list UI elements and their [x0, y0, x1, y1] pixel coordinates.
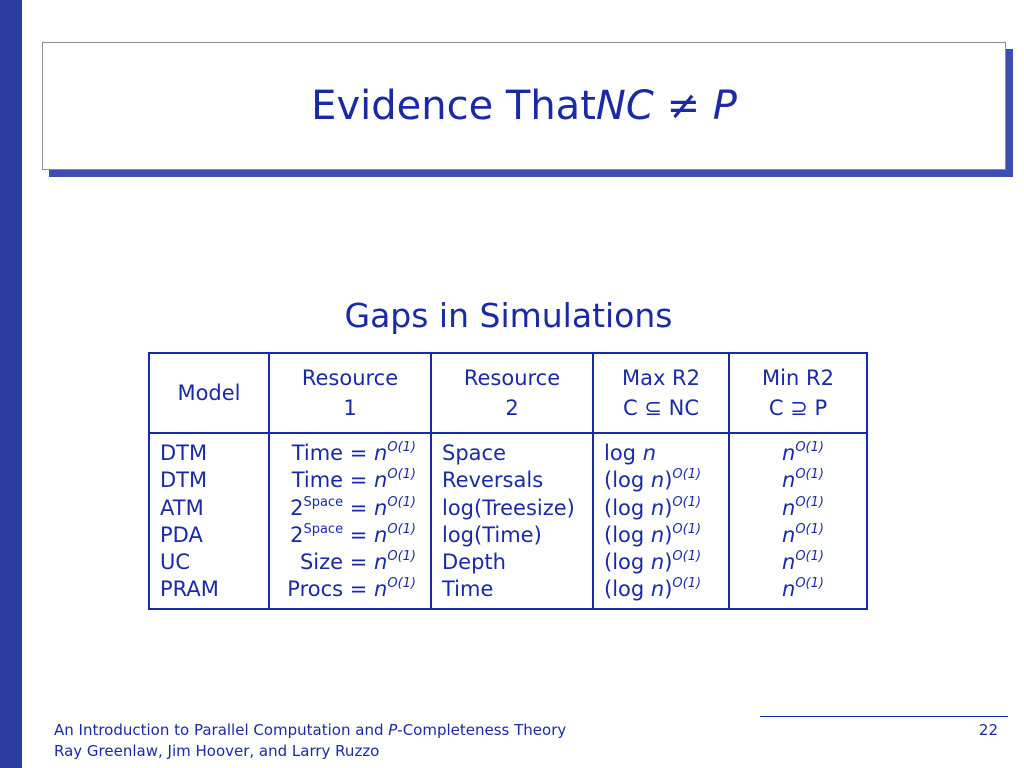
- max-r2-cell: (log n)O(1): [604, 521, 702, 547]
- min-r2-cell: nO(1): [782, 521, 824, 547]
- max-r2-cell: (log n)O(1): [604, 467, 702, 493]
- max-r2-cell: log n: [604, 441, 657, 465]
- min-r2-cell: nO(1): [782, 440, 824, 465]
- resource2-cell: log(Treesize): [442, 495, 575, 520]
- footer-citation: An Introduction to Parallel Computation …: [54, 720, 566, 762]
- header-resource2: Resource 2: [430, 352, 594, 434]
- resource1-cell: Time = nO(1): [291, 467, 416, 493]
- max-r2-cell: (log n)O(1): [604, 549, 702, 575]
- footer-divider: [760, 716, 1008, 717]
- resource2-cell: Depth: [442, 550, 506, 575]
- title-neq-symbol: ≠: [666, 83, 700, 129]
- table-caption: Gaps in Simulations: [344, 296, 673, 335]
- max-r2-cell: (log n)O(1): [604, 576, 702, 602]
- resource1-column: Time = nO(1) Time = nO(1) 2Space = nO(1)…: [268, 432, 432, 610]
- model-cell: PRAM: [160, 577, 219, 602]
- model-cell: PDA: [160, 522, 203, 547]
- model-cell: DTM: [160, 468, 208, 493]
- slide-title: Evidence That NC ≠ P: [43, 43, 1005, 169]
- header-min-r2: Min R2 C ⊇ P: [728, 352, 868, 434]
- resource1-cell: 2Space = nO(1): [290, 494, 416, 520]
- resource2-cell: log(Time): [442, 522, 542, 547]
- min-r2-cell: nO(1): [782, 576, 824, 602]
- title-box: Evidence That NC ≠ P: [42, 42, 1006, 170]
- min-r2-cell: nO(1): [782, 494, 824, 520]
- resource2-cell: Reversals: [442, 468, 544, 493]
- resource2-column: Space Reversals log(Treesize) log(Time) …: [430, 432, 594, 610]
- max-r2-column: log n (log n)O(1) (log n)O(1) (log n)O(1…: [592, 432, 730, 610]
- resource1-cell: Size = nO(1): [299, 549, 416, 575]
- model-cell: UC: [160, 550, 191, 575]
- min-r2-cell: nO(1): [782, 549, 824, 575]
- model-column: DTM DTM ATM PDA UC PRAM: [148, 432, 270, 610]
- left-sidebar-bar: [0, 0, 22, 768]
- table-header-row: Model Resource 1 Resource 2 Max R2 C ⊆ NC M…: [148, 352, 868, 434]
- title-nc: NC: [595, 83, 654, 129]
- header-max-r2: Max R2 C ⊆ NC: [592, 352, 730, 434]
- page-number: 22: [978, 721, 998, 739]
- min-r2-cell: nO(1): [782, 467, 824, 493]
- resource2-cell: Time: [442, 577, 494, 602]
- header-model: Model: [148, 352, 270, 434]
- title-prefix: Evidence That: [311, 83, 596, 129]
- resource2-cell: Space: [442, 441, 506, 465]
- model-cell: DTM: [160, 441, 208, 465]
- model-cell: ATM: [160, 495, 204, 520]
- resource1-cell: Procs = nO(1): [287, 576, 416, 602]
- title-p: P: [712, 83, 737, 129]
- footer-authors: Ray Greenlaw, Jim Hoover, and Larry Ruzz…: [54, 742, 380, 760]
- min-r2-column: nO(1) nO(1) nO(1) nO(1) nO(1) nO(1): [728, 432, 868, 610]
- resource1-cell: 2Space = nO(1): [290, 521, 416, 547]
- header-resource1: Resource 1: [268, 352, 432, 434]
- resource1-cell: Time = nO(1): [291, 440, 416, 465]
- table-body-row: DTM DTM ATM PDA UC PRAM Time = nO(1) Tim…: [148, 432, 868, 610]
- simulation-gaps-table: Model Resource 1 Resource 2 Max R2 C ⊆ NC M…: [148, 352, 868, 610]
- footer-line-1: An Introduction to Parallel Computation …: [54, 721, 567, 739]
- max-r2-cell: (log n)O(1): [604, 494, 702, 520]
